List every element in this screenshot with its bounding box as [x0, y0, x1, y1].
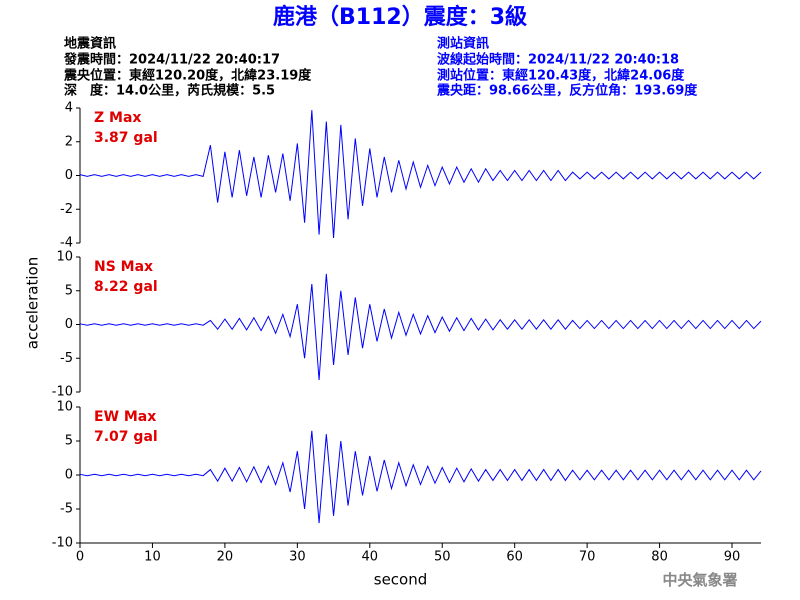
- y-axis-label: acceleration: [24, 257, 42, 349]
- y-tick-label: 10: [56, 400, 73, 415]
- x-axis-label: second: [374, 571, 428, 589]
- y-tick-label: 0: [65, 317, 73, 332]
- x-tick-label: 80: [651, 550, 668, 565]
- x-tick-label: 50: [434, 550, 451, 565]
- y-tick-label: -5: [60, 351, 73, 366]
- station-info: 震央距：98.66公里，反方位角：193.69度: [436, 83, 698, 99]
- x-tick-label: 10: [144, 550, 161, 565]
- station-info: 測站位置：東經120.43度，北緯24.06度: [437, 68, 685, 84]
- y-tick-label: -2: [60, 202, 73, 217]
- max-annotation: Z Max: [94, 110, 141, 126]
- x-tick-label: 30: [289, 550, 306, 565]
- x-tick-label: 0: [76, 550, 84, 565]
- waveform: [79, 273, 762, 381]
- max-annotation: 7.07 gal: [94, 429, 158, 445]
- event-info: 發震時間：2024/11/22 20:40:17: [63, 52, 280, 68]
- x-tick-label: 90: [724, 550, 741, 565]
- event-info: 深 度：14.0公里，芮氏規模：5.5: [64, 83, 275, 99]
- title: 鹿港（B112）震度：3級: [273, 4, 527, 30]
- x-tick-label: 60: [506, 550, 523, 565]
- y-tick-label: 2: [65, 134, 73, 149]
- y-tick-label: 0: [65, 168, 73, 183]
- y-tick-label: -4: [60, 236, 73, 251]
- event-info: 震央位置：東經120.20度，北緯23.19度: [63, 68, 312, 84]
- y-tick-label: 5: [65, 434, 73, 449]
- y-tick-label: -5: [60, 502, 73, 517]
- event-info: 地震資訊: [64, 36, 116, 52]
- waveform: [79, 430, 762, 524]
- y-tick-label: -10: [52, 385, 73, 400]
- y-tick-label: 4: [65, 101, 73, 116]
- y-tick-label: 10: [56, 250, 73, 265]
- x-tick-label: 20: [217, 550, 234, 565]
- max-annotation: 3.87 gal: [94, 130, 158, 146]
- waveform: [79, 110, 762, 238]
- station-info: 測站資訊: [437, 36, 489, 52]
- max-annotation: EW Max: [94, 409, 156, 425]
- max-annotation: NS Max: [94, 259, 153, 275]
- y-tick-label: -10: [52, 536, 73, 551]
- x-tick-label: 70: [579, 550, 596, 565]
- x-tick-label: 40: [362, 550, 379, 565]
- credit: 中央氣象署: [662, 571, 737, 589]
- station-info: 波線起始時間：2024/11/22 20:40:18: [437, 52, 679, 68]
- max-annotation: 8.22 gal: [94, 279, 158, 295]
- y-tick-label: 0: [65, 468, 73, 483]
- y-tick-label: 5: [65, 283, 73, 298]
